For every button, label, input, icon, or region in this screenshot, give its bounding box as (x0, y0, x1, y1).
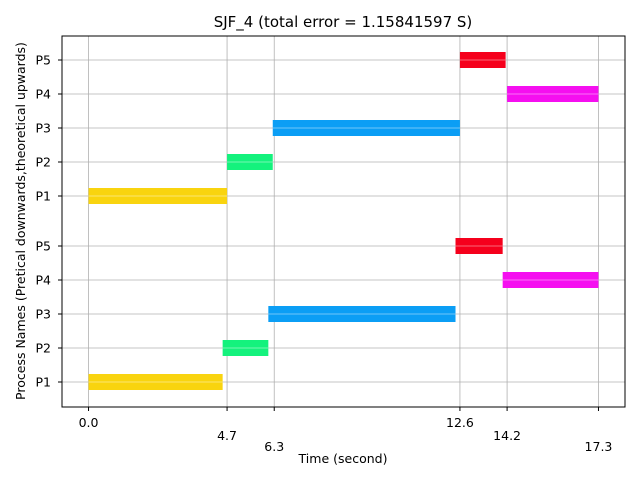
y-tick-label: P2 (36, 155, 52, 170)
y-tick-label: P5 (36, 53, 52, 68)
y-tick-label: P3 (36, 121, 52, 136)
y-tick-label: P3 (36, 307, 52, 322)
x-tick-label: 17.3 (585, 439, 613, 454)
y-tick-label: P2 (36, 341, 52, 356)
y-axis-ticks: P1 P2 P3 P4 P5 P1 P2 P3 P4 P5 (36, 53, 62, 390)
x-tick-label: 4.7 (217, 428, 237, 443)
y-tick-label: P5 (36, 239, 52, 254)
x-axis-label: Time (second) (298, 451, 388, 466)
y-tick-label: P4 (36, 87, 52, 102)
process-bars (88, 52, 599, 390)
x-tick-label: 14.2 (493, 428, 521, 443)
x-tick-label: 0.0 (79, 415, 99, 430)
chart-title: SJF_4 (total error = 1.15841597 S) (214, 13, 473, 32)
x-axis-ticks: 0.0 4.7 6.3 12.6 14.2 17.3 (79, 407, 613, 454)
y-axis-label: Process Names (Pretical downwards,theore… (13, 42, 28, 400)
plot-area-frame (61, 35, 626, 408)
y-tick-label: P1 (36, 189, 52, 204)
x-tick-label: 6.3 (264, 439, 284, 454)
y-tick-label: P4 (36, 273, 52, 288)
y-tick-label: P1 (36, 375, 52, 390)
x-tick-label: 12.6 (446, 415, 474, 430)
